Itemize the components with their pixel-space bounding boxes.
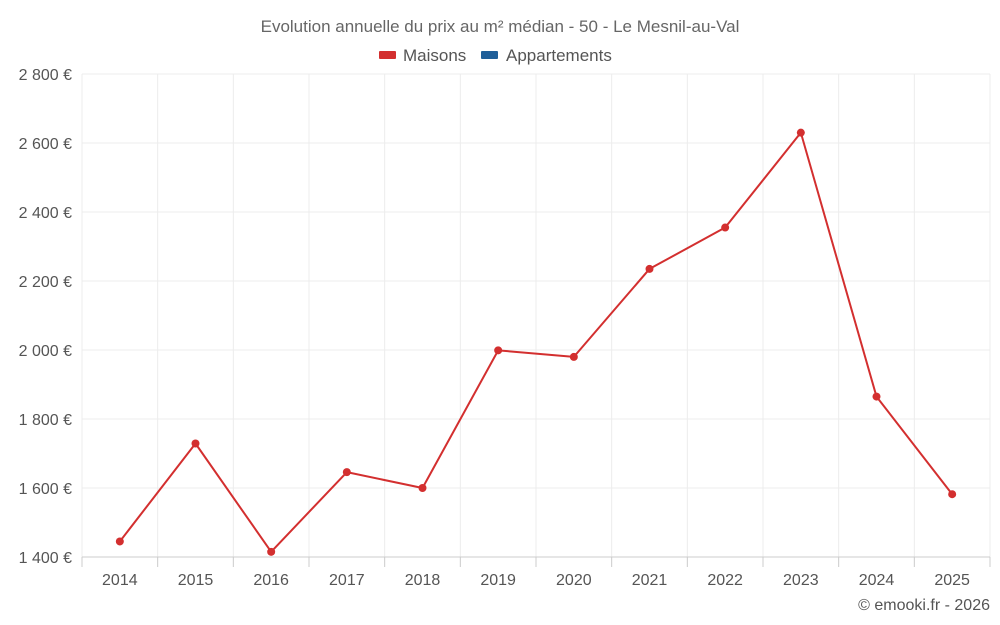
x-tick-label: 2023	[783, 572, 819, 589]
data-point[interactable]: 2021: 2235	[645, 264, 654, 273]
legend: Maisons Appartements	[379, 46, 612, 65]
legend-swatch-appartements	[481, 51, 498, 59]
x-tick-label: 2019	[480, 572, 516, 589]
y-tick-label: 2 400 €	[19, 205, 72, 222]
x-tick-label: 2018	[405, 572, 441, 589]
y-tick-label: 1 600 €	[19, 481, 72, 498]
data-point[interactable]: 2024: 1865	[872, 392, 881, 401]
data-point[interactable]: 2017: 1646	[342, 468, 351, 477]
y-tick-label: 2 000 €	[19, 343, 72, 360]
grid	[81, 73, 991, 557]
data-point[interactable]: 2016: 1415	[267, 547, 276, 556]
x-tick-label: 2021	[632, 572, 668, 589]
legend-label-maisons: Maisons	[403, 46, 466, 65]
credit-text: © emooki.fr - 2026	[858, 597, 990, 614]
x-tick-label: 2017	[329, 572, 365, 589]
y-tick-label: 1 800 €	[19, 412, 72, 429]
y-tick-label: 1 400 €	[19, 550, 72, 567]
data-point[interactable]: 2015: 1729	[191, 439, 200, 448]
x-tick-label: 2022	[707, 572, 743, 589]
x-tick-label: 2024	[859, 572, 895, 589]
chart-title: Evolution annuelle du prix au m² médian …	[261, 17, 740, 36]
legend-label-appartements: Appartements	[506, 46, 612, 65]
x-tick-label: 2025	[934, 572, 970, 589]
data-point[interactable]: 2023: 2630	[796, 128, 805, 137]
data-point[interactable]: 2025: 1582	[948, 490, 957, 499]
axes: 1 400 € 1 600 € 1 800 € 2 000 € 2 200 € 2 400…	[19, 67, 991, 589]
series-maisons: 2014: 1445 2015: 1729 2016: 1415 2017: 1646…	[115, 128, 957, 556]
data-point[interactable]: 2019: 1999	[494, 346, 503, 355]
x-tick-label: 2020	[556, 572, 592, 589]
x-tick-label: 2015	[178, 572, 214, 589]
legend-item-maisons[interactable]: Maisons	[379, 46, 466, 65]
data-point[interactable]: 2014: 1445	[115, 537, 124, 546]
y-tick-label: 2 800 €	[19, 67, 72, 84]
data-point[interactable]: 2022: 2355	[721, 223, 730, 232]
series-line	[119, 131, 953, 553]
x-tick-label: 2016	[253, 572, 289, 589]
x-tick-label: 2014	[102, 572, 138, 589]
y-tick-label: 2 600 €	[19, 136, 72, 153]
legend-item-appartements[interactable]: Appartements	[481, 46, 612, 65]
y-tick-label: 2 200 €	[19, 274, 72, 291]
legend-swatch-maisons	[379, 51, 396, 59]
data-point[interactable]: 2020: 1980	[569, 352, 578, 361]
